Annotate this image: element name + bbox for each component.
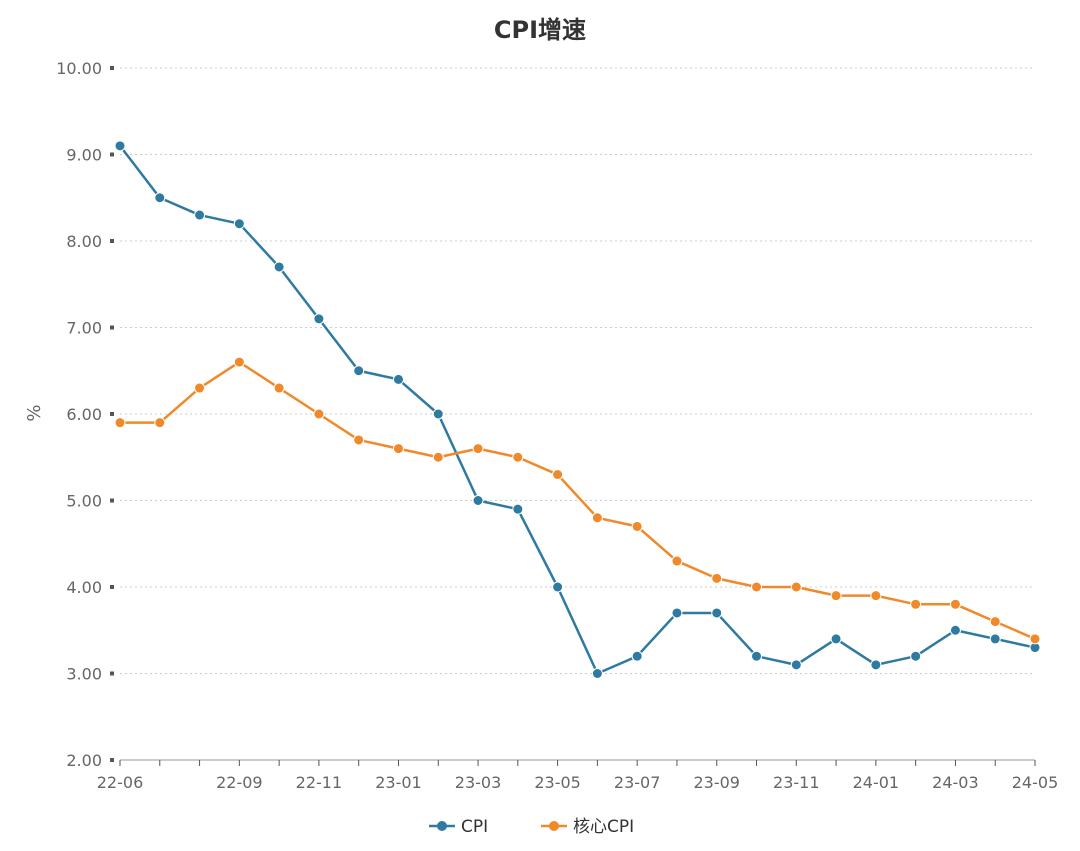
data-point [949, 624, 961, 636]
data-point [154, 192, 166, 204]
data-point [512, 503, 524, 515]
x-axis: 22-06 22-09 22-11 23-01 23-03 23-05 23-07 23-09… [97, 759, 1059, 792]
y-tick-label: 9.00 [66, 146, 102, 165]
data-point [353, 434, 365, 446]
data-point [313, 408, 325, 420]
x-tick-label: 24-01 [853, 773, 900, 792]
x-tick-label: 23-07 [614, 773, 661, 792]
legend-label: 核心CPI [573, 817, 634, 837]
x-tick-label: 23-01 [375, 773, 422, 792]
data-point [273, 261, 285, 273]
legend-item[interactable]: 核心CPI [541, 817, 634, 837]
y-tick-mark [110, 325, 114, 330]
x-tick-label: 22-06 [97, 773, 144, 792]
x-tick-label: 24-05 [1012, 773, 1059, 792]
data-point [194, 382, 206, 394]
data-point [392, 373, 404, 385]
data-point [273, 382, 285, 394]
data-point [1029, 633, 1041, 645]
data-point [552, 581, 564, 593]
y-tick-label: 5.00 [66, 492, 102, 511]
data-point [114, 140, 126, 152]
data-point [870, 659, 882, 671]
y-axis-label: % [24, 404, 45, 421]
data-point [751, 581, 763, 593]
y-tick-mark [110, 152, 114, 157]
data-point [233, 356, 245, 368]
y-tick-mark [110, 239, 114, 243]
data-point [631, 520, 643, 532]
data-point [989, 616, 1001, 628]
data-point [830, 633, 842, 645]
legend: CPI 核心CPI [429, 817, 634, 837]
legend-item[interactable]: CPI [429, 817, 488, 837]
data-point [711, 572, 723, 584]
data-point [114, 417, 126, 429]
y-tick-label: 2.00 [66, 751, 102, 770]
data-point [552, 469, 564, 481]
y-tick-mark [110, 498, 114, 503]
x-tick-label: 23-09 [693, 773, 740, 792]
data-point [830, 590, 842, 602]
data-point [790, 581, 802, 593]
grid-lines [120, 67, 1035, 674]
x-tick-label: 22-11 [296, 773, 343, 792]
y-tick-label: 6.00 [66, 405, 102, 424]
legend-dot-symbol [437, 821, 447, 831]
y-tick-mark [110, 758, 114, 762]
data-point [910, 598, 922, 610]
data-point [790, 659, 802, 671]
y-tick-mark [110, 671, 114, 676]
data-point [432, 408, 444, 420]
x-tick-label: 22-09 [216, 773, 263, 792]
legend-label: CPI [461, 817, 488, 837]
y-tick-mark [110, 66, 114, 70]
data-point [631, 650, 643, 662]
series-line [120, 360, 1036, 641]
series-1 [114, 356, 1041, 645]
data-point [512, 451, 524, 463]
legend-dot-symbol [549, 821, 559, 831]
y-tick-label: 8.00 [66, 232, 102, 251]
data-point [353, 365, 365, 377]
data-point [671, 555, 683, 567]
data-point [910, 650, 922, 662]
data-point [949, 598, 961, 610]
data-point [313, 313, 325, 325]
data-point [472, 495, 484, 506]
series-0 [114, 140, 1041, 679]
chart-title: CPI增速 [494, 16, 586, 44]
data-point [154, 417, 166, 429]
y-tick-mark [110, 412, 114, 416]
data-point [751, 650, 763, 662]
data-point [233, 218, 245, 230]
y-tick-label: 4.00 [66, 578, 102, 597]
series-layer [114, 140, 1041, 679]
data-point [870, 590, 882, 602]
data-point [194, 209, 206, 221]
x-tick-label: 24-03 [932, 773, 979, 792]
data-point [472, 443, 484, 455]
data-point [989, 633, 1001, 645]
y-tick-label: 7.00 [66, 319, 102, 338]
y-axis: 2.00 3.00 4.00 5.00 6.00 7.00 8.00 9.00 10.00 [56, 59, 114, 770]
y-tick-label: 3.00 [66, 665, 102, 684]
data-point [591, 668, 603, 679]
series-line [119, 145, 1036, 675]
data-point [671, 607, 683, 619]
data-point [392, 443, 404, 455]
y-tick-mark [110, 585, 114, 589]
x-tick-label: 23-05 [534, 773, 581, 792]
data-point [591, 512, 603, 524]
data-point [432, 451, 444, 463]
y-tick-label: 10.00 [56, 59, 102, 78]
data-point [711, 607, 723, 619]
x-tick-label: 23-03 [455, 773, 502, 792]
x-tick-label: 23-11 [773, 773, 820, 792]
